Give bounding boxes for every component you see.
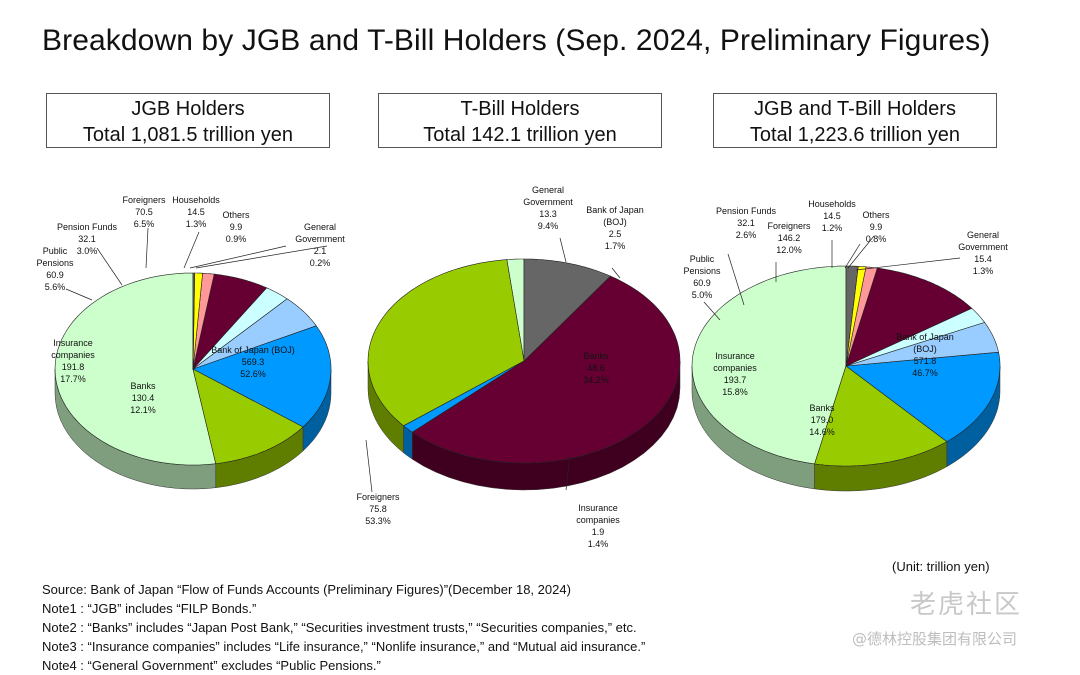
combined-holders-total: Total 1,223.6 trillion yen bbox=[749, 124, 961, 146]
pie-slice-general_government bbox=[845, 265, 859, 367]
slice-label-banks: Banks 130.4 12.1% bbox=[130, 381, 156, 415]
pie-slice-general_government bbox=[523, 258, 612, 362]
leader-line bbox=[183, 231, 200, 269]
pie-slice-banks bbox=[814, 365, 948, 467]
slice-label-insurance: Insurance companies 193.7 15.8% bbox=[713, 351, 757, 397]
tbill-holders-total: Total 142.1 trillion yen bbox=[423, 124, 617, 146]
slice-label-public_pensions: Public Pensions 60.9 5.6% bbox=[36, 246, 74, 292]
pie-slice-insurance bbox=[845, 351, 1001, 442]
note-3: Note3 : “Insurance companies” includes “… bbox=[42, 639, 646, 654]
pie-slice-banks bbox=[192, 368, 304, 465]
slice-label-insurance: Insurance companies 191.8 17.7% bbox=[51, 338, 95, 384]
leader-line bbox=[559, 237, 567, 263]
note-1: Note1 : “JGB” includes “FILP Bonds.” bbox=[42, 601, 257, 616]
jgb-holders-title: JGB Holders bbox=[131, 98, 245, 120]
pie-slice-others bbox=[192, 272, 203, 370]
leader-line bbox=[189, 245, 287, 269]
pie-slice-boj bbox=[54, 272, 217, 466]
slice-label-boj: Bank of Japan (BOJ) 2.5 1.7% bbox=[586, 205, 644, 251]
leader-line bbox=[847, 235, 875, 269]
leader-line bbox=[855, 257, 961, 271]
combined-holders-header: JGB and T-Bill Holders Total 1,223.6 tri… bbox=[713, 93, 997, 148]
leader-line bbox=[703, 301, 721, 321]
note-4: Note4 : “General Government” excludes “P… bbox=[42, 658, 381, 673]
slice-label-general_government: General Government 15.4 1.3% bbox=[958, 230, 1008, 276]
slice-label-banks: Banks 48.6 34.2% bbox=[583, 351, 609, 385]
pie-slice-others bbox=[845, 266, 867, 367]
unit-label: (Unit: trillion yen) bbox=[892, 559, 990, 574]
slice-label-banks: Banks 179.0 14.6% bbox=[809, 403, 835, 437]
jgb-holders-header: JGB Holders Total 1,081.5 trillion yen bbox=[46, 93, 330, 148]
pie-slice-general_government bbox=[192, 272, 196, 370]
pie-slice-public_pensions bbox=[845, 322, 999, 367]
slice-label-boj: Bank of Japan (BOJ) 571.8 46.7% bbox=[896, 332, 954, 378]
page-title: Breakdown by JGB and T-Bill Holders (Sep… bbox=[42, 24, 991, 57]
note-2: Note2 : “Banks” includes “Japan Post Ban… bbox=[42, 620, 637, 635]
pie-slice-foreigners bbox=[845, 267, 973, 367]
tbill-holders-header: T-Bill Holders Total 142.1 trillion yen bbox=[378, 93, 662, 148]
leader-line bbox=[195, 245, 328, 269]
watermark-brand: 老虎社区 bbox=[910, 590, 1023, 620]
slice-label-foreigners: Foreigners 146.2 12.0% bbox=[767, 221, 811, 255]
pie-chart-1: Bank of Japan (BOJ) 569.3 52.6% Banks 130.4 1… bbox=[36, 195, 345, 490]
source-note: Source: Bank of Japan “Flow of Funds Acc… bbox=[42, 582, 571, 597]
slice-label-households: Households 14.5 1.3% bbox=[172, 195, 220, 229]
leader-line bbox=[96, 247, 123, 286]
pie-slice-pension_funds bbox=[192, 287, 288, 370]
leader-line bbox=[145, 227, 149, 269]
jgb-holders-total: Total 1,081.5 trillion yen bbox=[82, 124, 294, 146]
slice-label-pension_funds: Pension Funds 32.1 3.0% bbox=[57, 222, 118, 256]
leader-line bbox=[727, 253, 745, 306]
leader-line bbox=[611, 267, 621, 279]
pie-chart-2: Bank of Japan (BOJ) 2.5 1.7% Banks 48.6 34.2% I… bbox=[356, 185, 681, 549]
pie-slice-insurance bbox=[192, 325, 332, 428]
slice-label-pension_funds: Pension Funds 32.1 2.6% bbox=[716, 206, 777, 240]
combined-holders-title: JGB and T-Bill Holders bbox=[754, 98, 956, 120]
leader-line bbox=[365, 439, 373, 493]
pie-slice-banks bbox=[367, 259, 525, 427]
tbill-holders-title: T-Bill Holders bbox=[460, 98, 580, 120]
notes: Source: Bank of Japan “Flow of Funds Acc… bbox=[42, 580, 645, 675]
slice-label-foreigners: Foreigners 70.5 6.5% bbox=[122, 195, 166, 229]
slice-label-others: Others 9.9 0.9% bbox=[222, 210, 250, 244]
pie-slice-insurance bbox=[403, 360, 525, 433]
watermark-handle: @德林控股集团有限公司 bbox=[852, 630, 1018, 648]
slice-label-public_pensions: Public Pensions 60.9 5.0% bbox=[683, 254, 721, 300]
slice-label-foreigners: Foreigners 75.8 53.3% bbox=[356, 492, 400, 526]
pie-chart-3: Bank of Japan (BOJ) 571.8 46.7% Banks 179.0 14… bbox=[683, 199, 1008, 492]
pie-slice-foreigners bbox=[192, 273, 268, 371]
slice-label-households: Households 14.5 1.2% bbox=[808, 199, 856, 233]
leader-line bbox=[65, 288, 93, 301]
slice-label-boj: Bank of Japan (BOJ) 569.3 52.6% bbox=[211, 345, 295, 379]
slice-label-insurance: Insurance companies 1.9 1.4% bbox=[576, 503, 620, 549]
slice-label-others: Others 9.9 0.8% bbox=[862, 210, 890, 244]
pie-slice-households bbox=[192, 272, 215, 370]
pie-slice-boj bbox=[691, 265, 847, 465]
leader-line bbox=[844, 243, 861, 269]
slice-label-general_government: General Government 13.3 9.4% bbox=[523, 185, 573, 231]
pie-slice-foreigners bbox=[411, 275, 681, 464]
pie-slice-public_pensions bbox=[192, 298, 317, 370]
pie-slice-pension_funds bbox=[845, 307, 986, 367]
slice-label-general_government: General Government 2.1 0.2% bbox=[295, 222, 345, 268]
leader-line bbox=[565, 455, 571, 491]
